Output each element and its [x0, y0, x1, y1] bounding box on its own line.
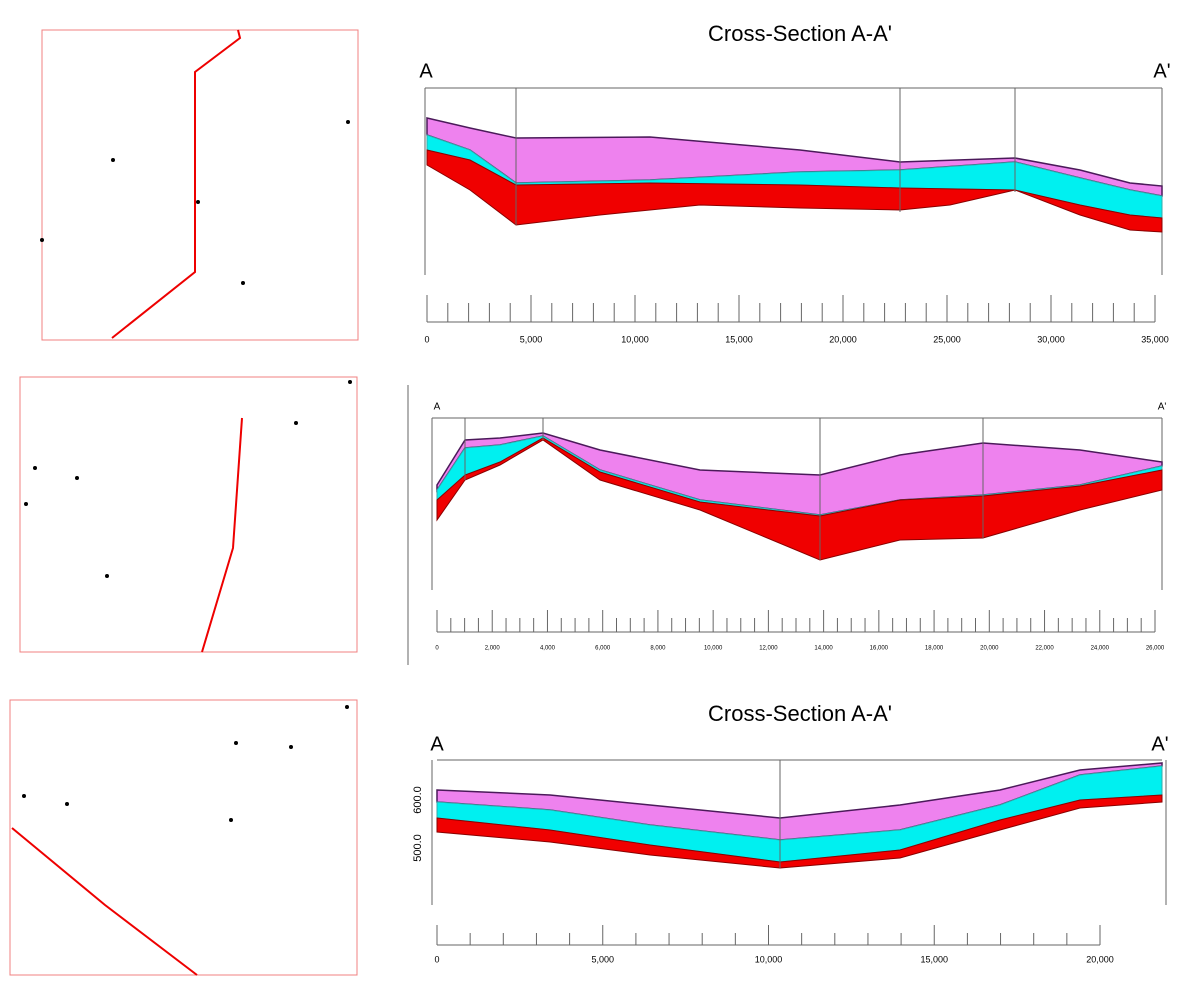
x-tick-label: 15,000	[725, 334, 753, 344]
section-end: A'	[1153, 60, 1170, 82]
x-tick-label: 4,000	[540, 646, 556, 652]
x-tick-label: 30,000	[1037, 334, 1065, 344]
x-tick-label: 16,000	[870, 646, 889, 652]
x-tick-label: 20,000	[829, 334, 857, 344]
map	[9, 699, 358, 976]
x-tick-label: 15,000	[920, 954, 948, 964]
x-tick-label: 25,000	[933, 334, 961, 344]
x-tick-label: 20,000	[1086, 954, 1114, 964]
x-tick-label: 10,000	[755, 954, 783, 964]
cross-section: Cross-Section A-A' A A'	[419, 21, 1171, 275]
cross-section: Cross-Section A-A' A A' 600.0 500.0	[412, 701, 1169, 905]
cross-section: A A'	[431, 402, 1167, 590]
x-tick-label: 26,000	[1146, 646, 1165, 652]
section-title: Cross-Section A-A'	[708, 701, 892, 726]
x-tick-label: 5,000	[520, 334, 543, 344]
x-tick-label: 2,000	[485, 646, 501, 652]
x-tick-label: 0	[424, 334, 429, 344]
x-tick-label: 22,000	[1035, 646, 1054, 652]
x-tick-label: 0	[435, 646, 439, 652]
x-tick-label: 35,000	[1141, 334, 1169, 344]
x-tick-label: 8,000	[650, 646, 666, 652]
section-title: Cross-Section A-A'	[708, 21, 892, 46]
x-tick-label: 14,000	[814, 646, 833, 652]
x-tick-label: 0	[434, 954, 439, 964]
section-start: A	[434, 402, 441, 413]
x-tick-label: 18,000	[925, 646, 944, 652]
section-start: A	[419, 60, 433, 82]
x-tick-label: 10,000	[704, 646, 723, 652]
x-tick-label: 6,000	[595, 646, 611, 652]
x-tick-label: 12,000	[759, 646, 778, 652]
section-end: A'	[1158, 402, 1167, 413]
x-tick-label: 24,000	[1091, 646, 1110, 652]
map	[40, 29, 359, 341]
map	[19, 376, 358, 653]
x-tick-label: 5,000	[591, 954, 614, 964]
y-label: 500.0	[412, 834, 424, 862]
x-tick-label: 10,000	[621, 334, 649, 344]
x-tick-label: 20,000	[980, 646, 999, 652]
y-label: 600.0	[412, 786, 424, 814]
section-start: A	[430, 733, 444, 755]
section-end: A'	[1151, 733, 1168, 755]
